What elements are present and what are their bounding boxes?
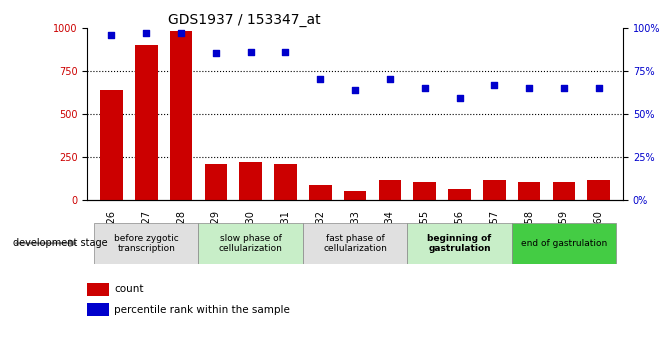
Bar	[309, 185, 332, 200]
Text: development stage: development stage	[13, 238, 108, 248]
Point	[559, 85, 570, 91]
Bar	[407, 223, 512, 264]
Text: end of gastrulation: end of gastrulation	[521, 239, 607, 248]
Bar	[379, 180, 401, 200]
Bar	[239, 162, 262, 200]
Point	[385, 77, 395, 82]
Point	[176, 30, 186, 36]
Bar	[344, 190, 366, 200]
Bar	[413, 182, 436, 200]
Bar	[87, 303, 109, 316]
Text: GDS1937 / 153347_at: GDS1937 / 153347_at	[168, 12, 320, 27]
Bar	[274, 164, 297, 200]
Text: before zygotic
transcription: before zygotic transcription	[114, 234, 179, 253]
Bar	[170, 31, 192, 200]
Bar	[100, 90, 123, 200]
Bar	[198, 223, 303, 264]
Bar	[588, 180, 610, 200]
Point	[106, 32, 117, 37]
Bar	[87, 283, 109, 296]
Point	[524, 85, 535, 91]
Bar	[303, 223, 407, 264]
Point	[489, 82, 500, 87]
Point	[315, 77, 326, 82]
Point	[210, 51, 221, 56]
Text: fast phase of
cellularization: fast phase of cellularization	[323, 234, 387, 253]
Point	[280, 49, 291, 55]
Bar	[204, 164, 227, 200]
Bar	[94, 223, 198, 264]
Text: count: count	[114, 285, 143, 294]
Text: slow phase of
cellularization: slow phase of cellularization	[218, 234, 283, 253]
Point	[419, 85, 430, 91]
Text: beginning of
gastrulation: beginning of gastrulation	[427, 234, 492, 253]
Bar	[512, 223, 616, 264]
Point	[350, 87, 360, 92]
Bar	[518, 182, 541, 200]
Bar	[135, 45, 157, 200]
Point	[245, 49, 256, 55]
Point	[594, 85, 604, 91]
Bar	[448, 189, 471, 200]
Point	[141, 30, 151, 36]
Text: percentile rank within the sample: percentile rank within the sample	[114, 305, 289, 315]
Bar	[553, 182, 576, 200]
Point	[454, 96, 465, 101]
Bar	[483, 180, 506, 200]
